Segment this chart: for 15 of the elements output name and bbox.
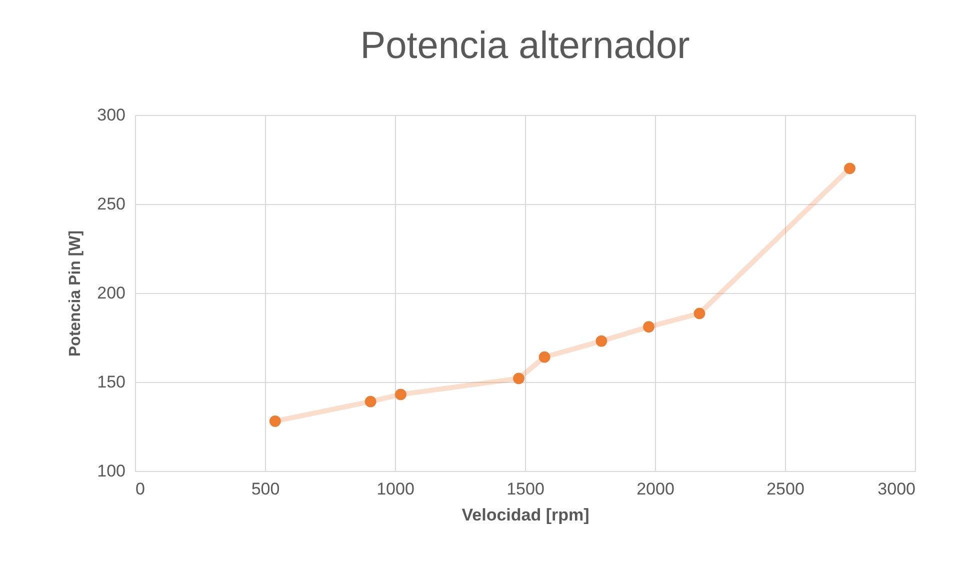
chart-title: Potencia alternador <box>360 25 690 67</box>
x-tick-label: 3000 <box>878 480 916 498</box>
x-axis-title: Velocidad [rpm] <box>462 506 590 524</box>
x-tick-label: 1500 <box>506 480 544 498</box>
x-tick-label: 2000 <box>636 480 674 498</box>
y-tick-label: 150 <box>97 372 126 392</box>
x-tick-label: 2500 <box>766 480 804 498</box>
x-tick-label: 0 <box>136 480 145 498</box>
y-tick-label: 300 <box>97 106 126 124</box>
y-axis-title: Potencia Pin [W] <box>67 230 84 357</box>
y-tick-label: 250 <box>97 194 126 214</box>
x-tick-label: 1000 <box>376 480 414 498</box>
x-tick-label: 500 <box>251 480 280 498</box>
y-tick-label: 100 <box>97 462 126 480</box>
y-tick-label: 200 <box>97 284 126 302</box>
